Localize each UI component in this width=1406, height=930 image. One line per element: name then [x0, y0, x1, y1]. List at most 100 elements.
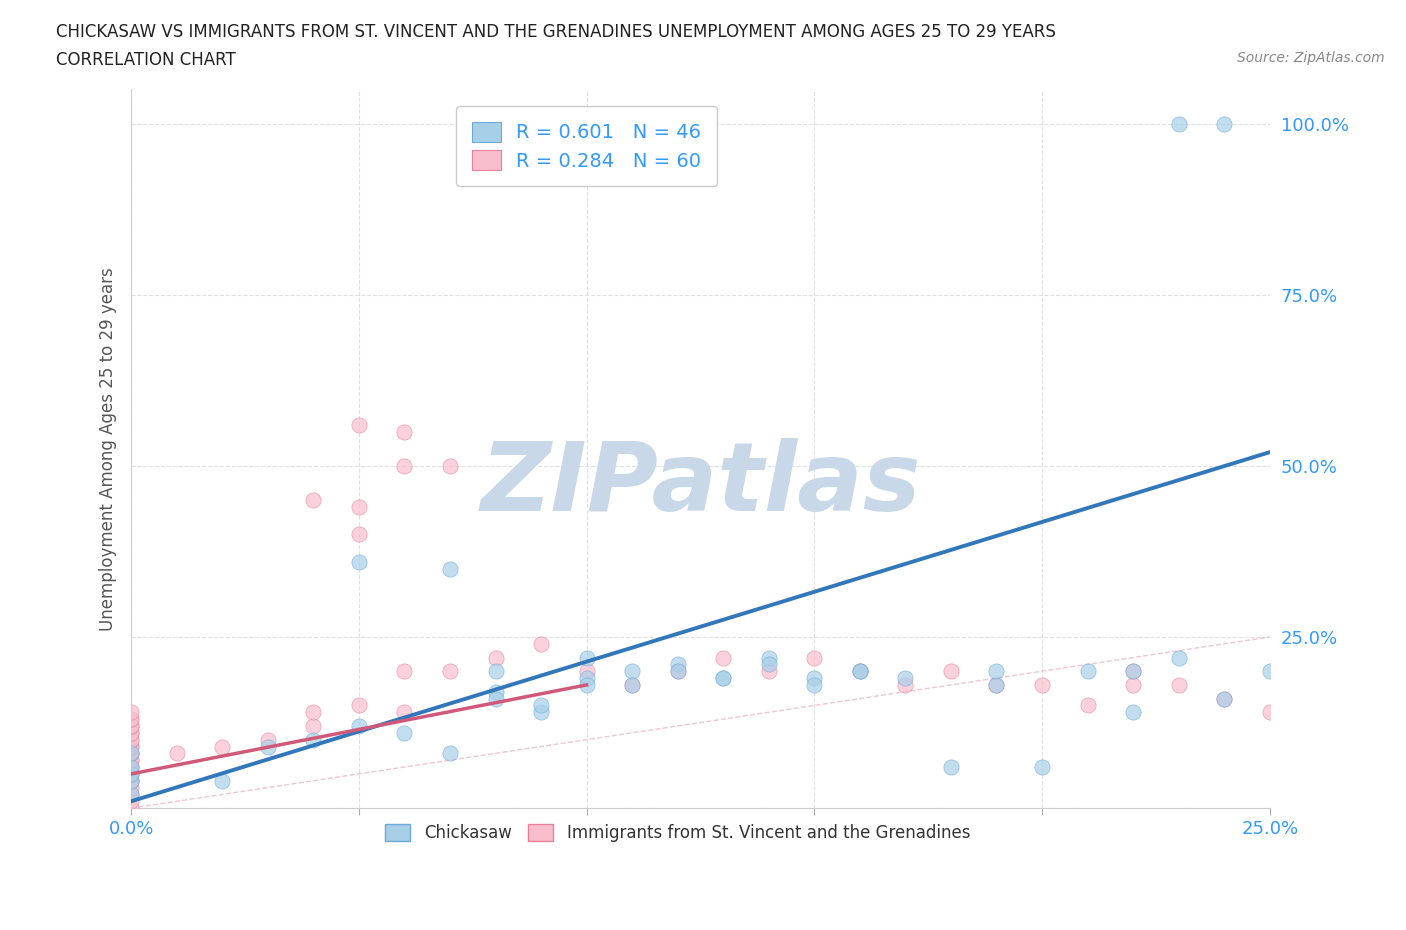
Point [120, 719, 142, 734]
Point [257, 739, 280, 754]
Point [1213, 691, 1236, 706]
Point [1167, 116, 1189, 131]
Point [530, 636, 553, 651]
Point [1258, 705, 1281, 720]
Point [575, 650, 598, 665]
Point [120, 705, 142, 720]
Point [120, 773, 142, 788]
Point [1122, 705, 1144, 720]
Point [1213, 116, 1236, 131]
Point [575, 671, 598, 685]
Legend: Chickasaw, Immigrants from St. Vincent and the Grenadines: Chickasaw, Immigrants from St. Vincent a… [377, 816, 979, 850]
Point [621, 677, 644, 692]
Point [711, 671, 734, 685]
Point [530, 698, 553, 713]
Text: Source: ZipAtlas.com: Source: ZipAtlas.com [1237, 51, 1385, 65]
Point [986, 664, 1008, 679]
Point [211, 739, 233, 754]
Point [120, 752, 142, 767]
Point [894, 677, 917, 692]
Text: ZIPatlas: ZIPatlas [481, 438, 921, 531]
Point [439, 664, 461, 679]
Point [211, 773, 233, 788]
Point [484, 691, 506, 706]
Point [302, 732, 325, 747]
Point [347, 698, 370, 713]
Point [894, 671, 917, 685]
Point [120, 801, 142, 816]
Point [849, 664, 872, 679]
Point [120, 787, 142, 802]
Point [1167, 677, 1189, 692]
Point [575, 677, 598, 692]
Point [347, 527, 370, 542]
Point [394, 725, 416, 740]
Point [120, 760, 142, 775]
Point [347, 554, 370, 569]
Point [120, 773, 142, 788]
Point [484, 650, 506, 665]
Point [758, 650, 780, 665]
Point [849, 664, 872, 679]
Point [120, 760, 142, 775]
Point [939, 760, 962, 775]
Point [666, 664, 689, 679]
Point [758, 657, 780, 671]
Point [120, 746, 142, 761]
Point [575, 664, 598, 679]
Text: CHICKASAW VS IMMIGRANTS FROM ST. VINCENT AND THE GRENADINES UNEMPLOYMENT AMONG A: CHICKASAW VS IMMIGRANTS FROM ST. VINCENT… [56, 23, 1056, 41]
Point [347, 418, 370, 432]
Point [120, 739, 142, 754]
Point [120, 732, 142, 747]
Point [484, 664, 506, 679]
Point [621, 664, 644, 679]
Point [394, 424, 416, 439]
Point [986, 677, 1008, 692]
Point [120, 787, 142, 802]
Point [120, 766, 142, 781]
Point [1077, 698, 1099, 713]
Point [1122, 664, 1144, 679]
Point [394, 705, 416, 720]
Point [666, 664, 689, 679]
Point [803, 677, 825, 692]
Y-axis label: Unemployment Among Ages 25 to 29 years: Unemployment Among Ages 25 to 29 years [100, 267, 117, 631]
Point [120, 739, 142, 754]
Point [621, 677, 644, 692]
Point [849, 664, 872, 679]
Point [1122, 677, 1144, 692]
Point [120, 711, 142, 726]
Point [120, 719, 142, 734]
Point [484, 684, 506, 699]
Point [439, 561, 461, 576]
Point [1077, 664, 1099, 679]
Point [120, 766, 142, 781]
Point [986, 677, 1008, 692]
Point [758, 664, 780, 679]
Text: CORRELATION CHART: CORRELATION CHART [56, 51, 236, 69]
Point [120, 746, 142, 761]
Point [439, 458, 461, 473]
Point [120, 725, 142, 740]
Point [394, 458, 416, 473]
Point [120, 773, 142, 788]
Point [302, 719, 325, 734]
Point [120, 760, 142, 775]
Point [711, 650, 734, 665]
Point [530, 705, 553, 720]
Point [347, 719, 370, 734]
Point [1031, 677, 1053, 692]
Point [1122, 664, 1144, 679]
Point [1213, 691, 1236, 706]
Point [166, 746, 188, 761]
Point [120, 794, 142, 809]
Point [120, 711, 142, 726]
Point [120, 732, 142, 747]
Point [439, 746, 461, 761]
Point [939, 664, 962, 679]
Point [257, 732, 280, 747]
Point [666, 657, 689, 671]
Point [1258, 664, 1281, 679]
Point [120, 746, 142, 761]
Point [120, 766, 142, 781]
